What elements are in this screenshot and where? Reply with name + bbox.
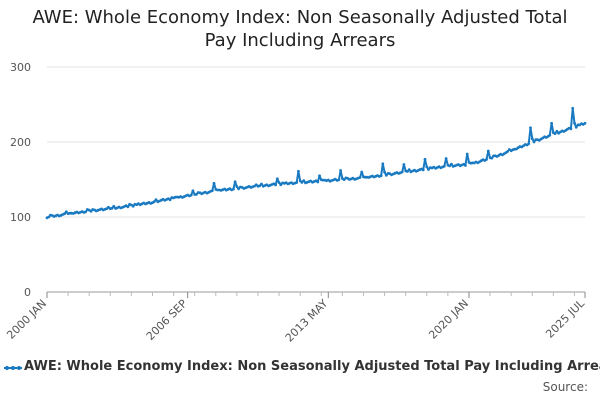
legend-series-label: AWE: Whole Economy Index: Non Seasonally… xyxy=(24,359,600,374)
data-point xyxy=(573,121,576,125)
data-point xyxy=(337,178,341,182)
data-point xyxy=(421,168,425,172)
data-point xyxy=(131,204,135,208)
source-label: Source: xyxy=(542,380,588,394)
data-point xyxy=(316,180,320,184)
data-point xyxy=(191,189,195,193)
data-point xyxy=(383,170,386,174)
x-tick-label: 2025 JUL xyxy=(543,296,587,340)
data-point xyxy=(450,162,453,166)
data-point xyxy=(258,184,262,188)
data-point xyxy=(427,168,430,171)
data-point xyxy=(485,158,488,161)
data-point xyxy=(277,181,281,185)
data-point xyxy=(360,170,364,174)
data-point xyxy=(275,177,279,181)
data-point xyxy=(532,140,536,144)
data-point xyxy=(448,164,451,168)
data-point xyxy=(464,164,467,167)
line-chart: 0 100 200 300 2000 JAN 2006 SEP 2013 MAY 2020 J… xyxy=(4,61,587,345)
data-point xyxy=(126,205,130,209)
y-tick-label-100: 100 xyxy=(10,211,31,224)
data-point xyxy=(274,183,277,187)
data-point xyxy=(486,149,490,153)
data-point xyxy=(112,204,116,208)
data-point xyxy=(233,180,237,184)
data-point xyxy=(402,163,406,166)
y-tick-label-300: 300 xyxy=(10,61,31,74)
data-point xyxy=(583,121,587,125)
data-point xyxy=(318,174,321,178)
legend-series-swatch xyxy=(4,366,22,370)
data-point xyxy=(406,170,409,173)
data-point xyxy=(84,210,88,214)
data-point xyxy=(550,121,553,125)
data-point xyxy=(553,132,557,136)
data-point xyxy=(571,106,575,110)
data-point xyxy=(168,198,172,202)
data-point xyxy=(425,165,429,169)
chart-title: AWE: Whole Economy Index: Non Seasonally… xyxy=(0,6,600,52)
data-point xyxy=(302,179,306,183)
data-point xyxy=(300,181,304,184)
data-point xyxy=(527,142,531,146)
x-tick-label: 2006 SEP xyxy=(144,297,190,343)
data-point xyxy=(89,209,93,213)
chart-title-line-1: AWE: Whole Economy Index: Non Seasonally… xyxy=(32,7,568,28)
x-tick-label: 2013 MAY xyxy=(283,297,331,345)
data-point xyxy=(232,187,235,191)
data-point xyxy=(490,156,494,160)
x-tick-label: 2000 JAN xyxy=(4,297,49,342)
data-point xyxy=(110,206,114,210)
data-point xyxy=(63,212,66,216)
data-point xyxy=(407,168,411,172)
data-point xyxy=(358,176,362,179)
data-point xyxy=(381,162,385,166)
data-point xyxy=(574,125,578,129)
data-point xyxy=(295,181,299,184)
y-tick-label-0: 0 xyxy=(24,286,31,299)
data-point xyxy=(379,174,383,178)
data-point xyxy=(465,152,469,156)
data-point xyxy=(297,169,300,173)
data-point xyxy=(152,200,156,204)
data-point xyxy=(423,157,427,161)
data-point xyxy=(189,193,193,197)
data-point xyxy=(530,137,534,141)
data-point xyxy=(235,185,239,189)
data-point xyxy=(64,210,68,214)
data-point xyxy=(529,126,532,130)
data-point xyxy=(342,178,346,182)
data-point xyxy=(400,170,404,174)
data-point xyxy=(279,183,283,187)
series-line xyxy=(46,107,586,219)
data-point xyxy=(260,182,263,186)
chart-title-line-2: Pay Including Arrears xyxy=(204,30,396,51)
data-point xyxy=(442,164,446,168)
data-point xyxy=(444,157,448,160)
chart-legend[interactable]: AWE: Whole Economy Index: Non Seasonally… xyxy=(0,358,600,378)
data-point xyxy=(212,181,216,185)
data-point xyxy=(569,127,573,131)
y-tick-label-200: 200 xyxy=(10,136,31,149)
data-point xyxy=(548,133,552,137)
data-point xyxy=(384,173,388,177)
data-point xyxy=(506,150,509,153)
data-point xyxy=(237,187,241,191)
data-point xyxy=(555,129,559,133)
data-point xyxy=(47,215,51,219)
x-tick-label: 2020 JAN xyxy=(426,297,471,342)
data-point xyxy=(195,193,198,196)
data-point xyxy=(339,169,342,172)
data-point xyxy=(154,198,158,202)
data-point xyxy=(210,189,214,193)
